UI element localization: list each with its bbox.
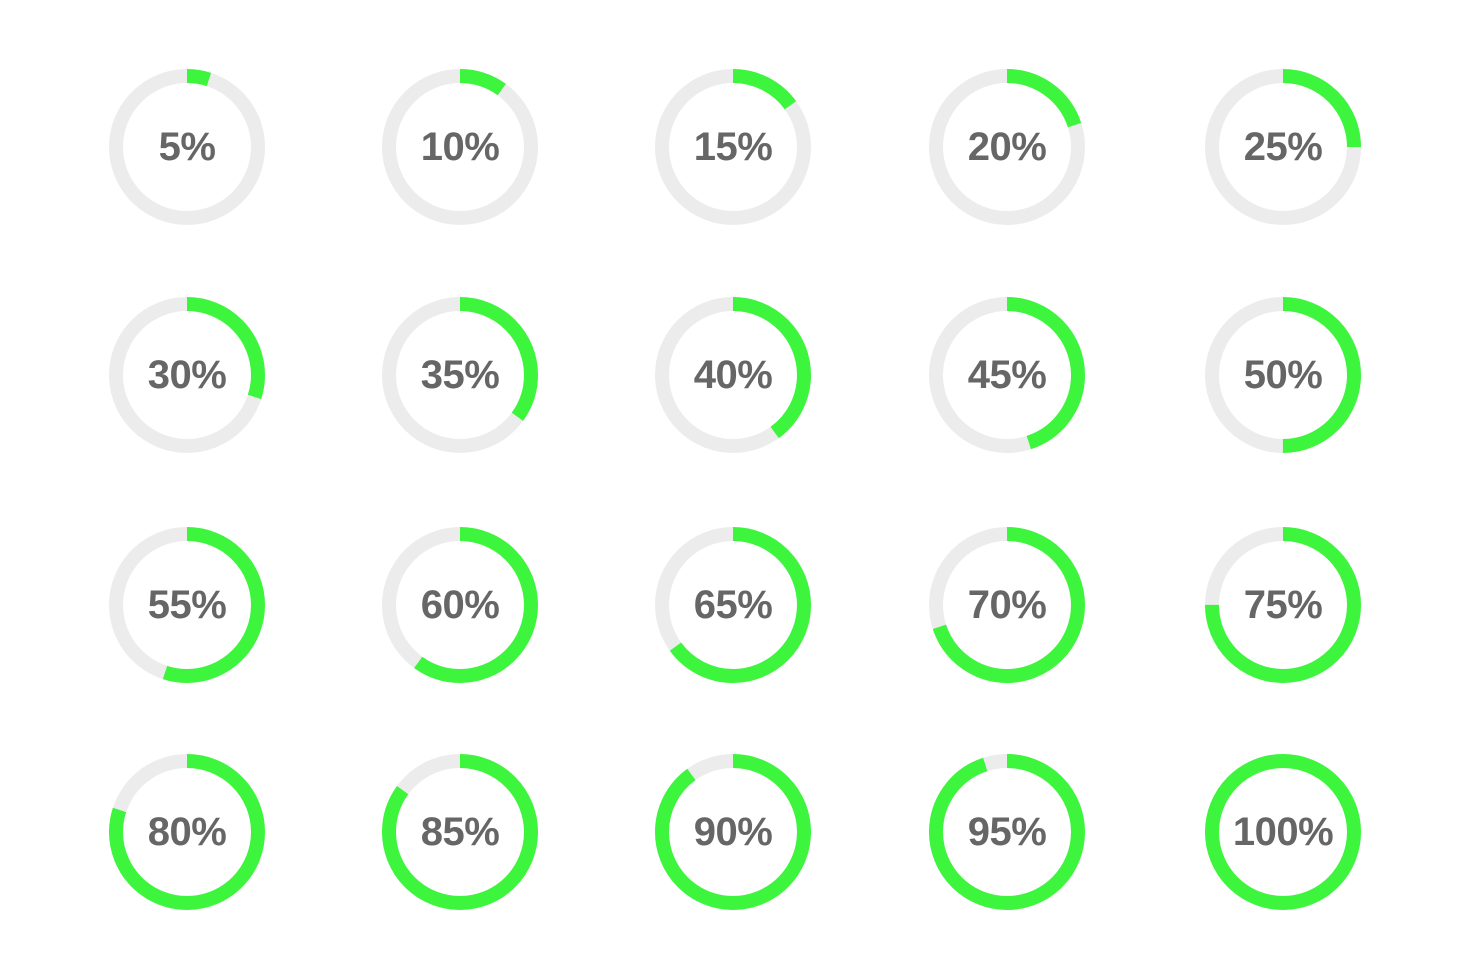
progress-ring-label: 10% xyxy=(420,125,500,169)
progress-ring-graphic xyxy=(109,754,265,910)
progress-ring-label: 50% xyxy=(1243,353,1323,397)
progress-ring: 70% xyxy=(922,520,1092,690)
progress-ring: 50% xyxy=(1198,290,1368,460)
progress-ring-graphic xyxy=(1205,69,1361,225)
progress-ring-graphic xyxy=(1205,754,1361,910)
progress-ring-graphic xyxy=(929,754,1085,910)
progress-ring: 40% xyxy=(648,290,818,460)
progress-ring-fill xyxy=(1205,527,1361,683)
progress-ring: 15% xyxy=(648,62,818,232)
progress-ring-fill xyxy=(109,527,265,683)
progress-ring-graphic xyxy=(929,69,1085,225)
progress-ring: 65% xyxy=(648,520,818,690)
progress-ring-label: 90% xyxy=(693,810,773,854)
progress-ring-label: 75% xyxy=(1243,583,1323,627)
progress-ring-graphic xyxy=(109,527,265,683)
progress-ring-label: 70% xyxy=(967,583,1047,627)
progress-ring-fill xyxy=(382,527,538,683)
progress-ring-graphic xyxy=(382,69,538,225)
progress-ring-graphic xyxy=(655,297,811,453)
progress-ring-label: 5% xyxy=(158,125,216,169)
progress-ring-fill xyxy=(655,527,811,683)
progress-ring-fill xyxy=(382,297,538,453)
progress-ring-fill xyxy=(1205,69,1361,225)
progress-ring-graphic xyxy=(382,754,538,910)
progress-ring: 85% xyxy=(375,747,545,917)
progress-ring-fill xyxy=(109,754,265,910)
progress-ring: 25% xyxy=(1198,62,1368,232)
progress-ring-label: 15% xyxy=(693,125,773,169)
progress-ring-graphic xyxy=(109,297,265,453)
progress-ring: 55% xyxy=(102,520,272,690)
progress-ring-label: 25% xyxy=(1243,125,1323,169)
progress-ring-graphic xyxy=(929,527,1085,683)
progress-ring-graphic xyxy=(1205,527,1361,683)
progress-ring-label: 30% xyxy=(147,353,227,397)
progress-ring-label: 55% xyxy=(147,583,227,627)
progress-ring-fill xyxy=(109,297,265,453)
progress-ring-fill xyxy=(382,754,538,910)
progress-ring-fill xyxy=(655,297,811,453)
progress-ring-label: 85% xyxy=(420,810,500,854)
progress-ring-fill xyxy=(382,69,538,225)
progress-ring: 30% xyxy=(102,290,272,460)
progress-ring-label: 20% xyxy=(967,125,1047,169)
progress-ring-label: 100% xyxy=(1232,810,1334,854)
progress-ring: 80% xyxy=(102,747,272,917)
progress-ring: 20% xyxy=(922,62,1092,232)
progress-ring-label: 60% xyxy=(420,583,500,627)
progress-ring: 5% xyxy=(102,62,272,232)
progress-ring-label: 45% xyxy=(967,353,1047,397)
progress-ring-label: 40% xyxy=(693,353,773,397)
progress-ring: 10% xyxy=(375,62,545,232)
progress-ring: 60% xyxy=(375,520,545,690)
progress-ring-label: 35% xyxy=(420,353,500,397)
progress-ring-graphic xyxy=(1205,297,1361,453)
progress-ring-fill xyxy=(929,754,1085,910)
progress-ring-graphic xyxy=(929,297,1085,453)
progress-ring: 75% xyxy=(1198,520,1368,690)
progress-ring-label: 65% xyxy=(693,583,773,627)
progress-ring-label: 95% xyxy=(967,810,1047,854)
progress-ring: 45% xyxy=(922,290,1092,460)
progress-ring: 100% xyxy=(1198,747,1368,917)
progress-ring-fill xyxy=(929,297,1085,453)
progress-ring-graphic xyxy=(382,527,538,683)
progress-ring-fill xyxy=(655,69,811,225)
progress-ring-fill xyxy=(109,69,265,225)
progress-ring-fill xyxy=(929,69,1085,225)
progress-ring-graphic xyxy=(109,69,265,225)
progress-ring: 95% xyxy=(922,747,1092,917)
progress-ring-label: 80% xyxy=(147,810,227,854)
progress-ring: 90% xyxy=(648,747,818,917)
progress-ring-fill xyxy=(655,754,811,910)
progress-ring-graphic xyxy=(382,297,538,453)
progress-ring-graphic xyxy=(655,754,811,910)
progress-ring-fill xyxy=(1205,754,1361,910)
progress-ring-fill xyxy=(929,527,1085,683)
progress-ring-graphic xyxy=(655,69,811,225)
progress-ring-fill xyxy=(1205,297,1361,453)
progress-ring-graphic xyxy=(655,527,811,683)
progress-ring: 35% xyxy=(375,290,545,460)
